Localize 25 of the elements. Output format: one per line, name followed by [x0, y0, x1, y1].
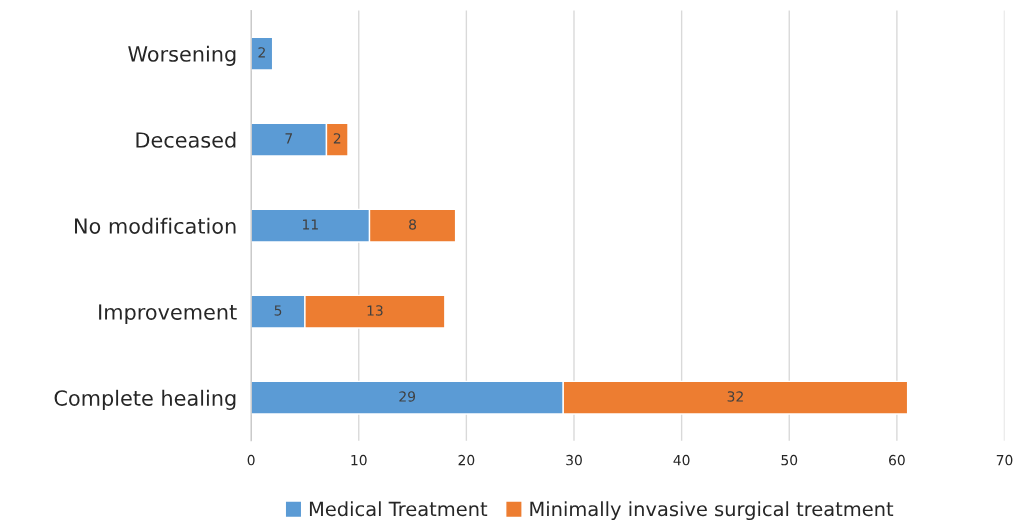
data-label: 2 [333, 133, 341, 144]
data-label: 7 [285, 133, 293, 144]
y-tick-label: Improvement [99, 304, 237, 324]
x-tick-label: 60 [889, 454, 905, 466]
legend-label: Minimally invasive surgical treatment [530, 501, 894, 521]
data-label: 32 [727, 391, 743, 402]
x-tick-label: 70 [996, 454, 1013, 466]
y-tick-label: No modification [75, 217, 236, 234]
bar [251, 36, 274, 71]
data-label: 2 [258, 47, 265, 58]
x-tick-label: 40 [673, 454, 690, 466]
y-tick-label: Complete healing [54, 389, 236, 410]
x-tick-label: 30 [566, 454, 582, 466]
y-tick-label: Worsening [128, 45, 236, 66]
x-tick-label: 20 [458, 454, 475, 466]
x-tick-label: 10 [351, 454, 367, 466]
data-label: 13 [367, 305, 383, 316]
y-tick-label: Deceased [136, 131, 236, 148]
legend-label: Medical Treatment [309, 501, 488, 517]
data-label: 8 [409, 219, 417, 230]
x-tick-label: 50 [781, 454, 798, 466]
data-label: 11 [303, 219, 318, 230]
data-label: 5 [274, 305, 282, 316]
x-tick-label: 0 [247, 454, 255, 466]
data-label: 29 [399, 391, 416, 402]
